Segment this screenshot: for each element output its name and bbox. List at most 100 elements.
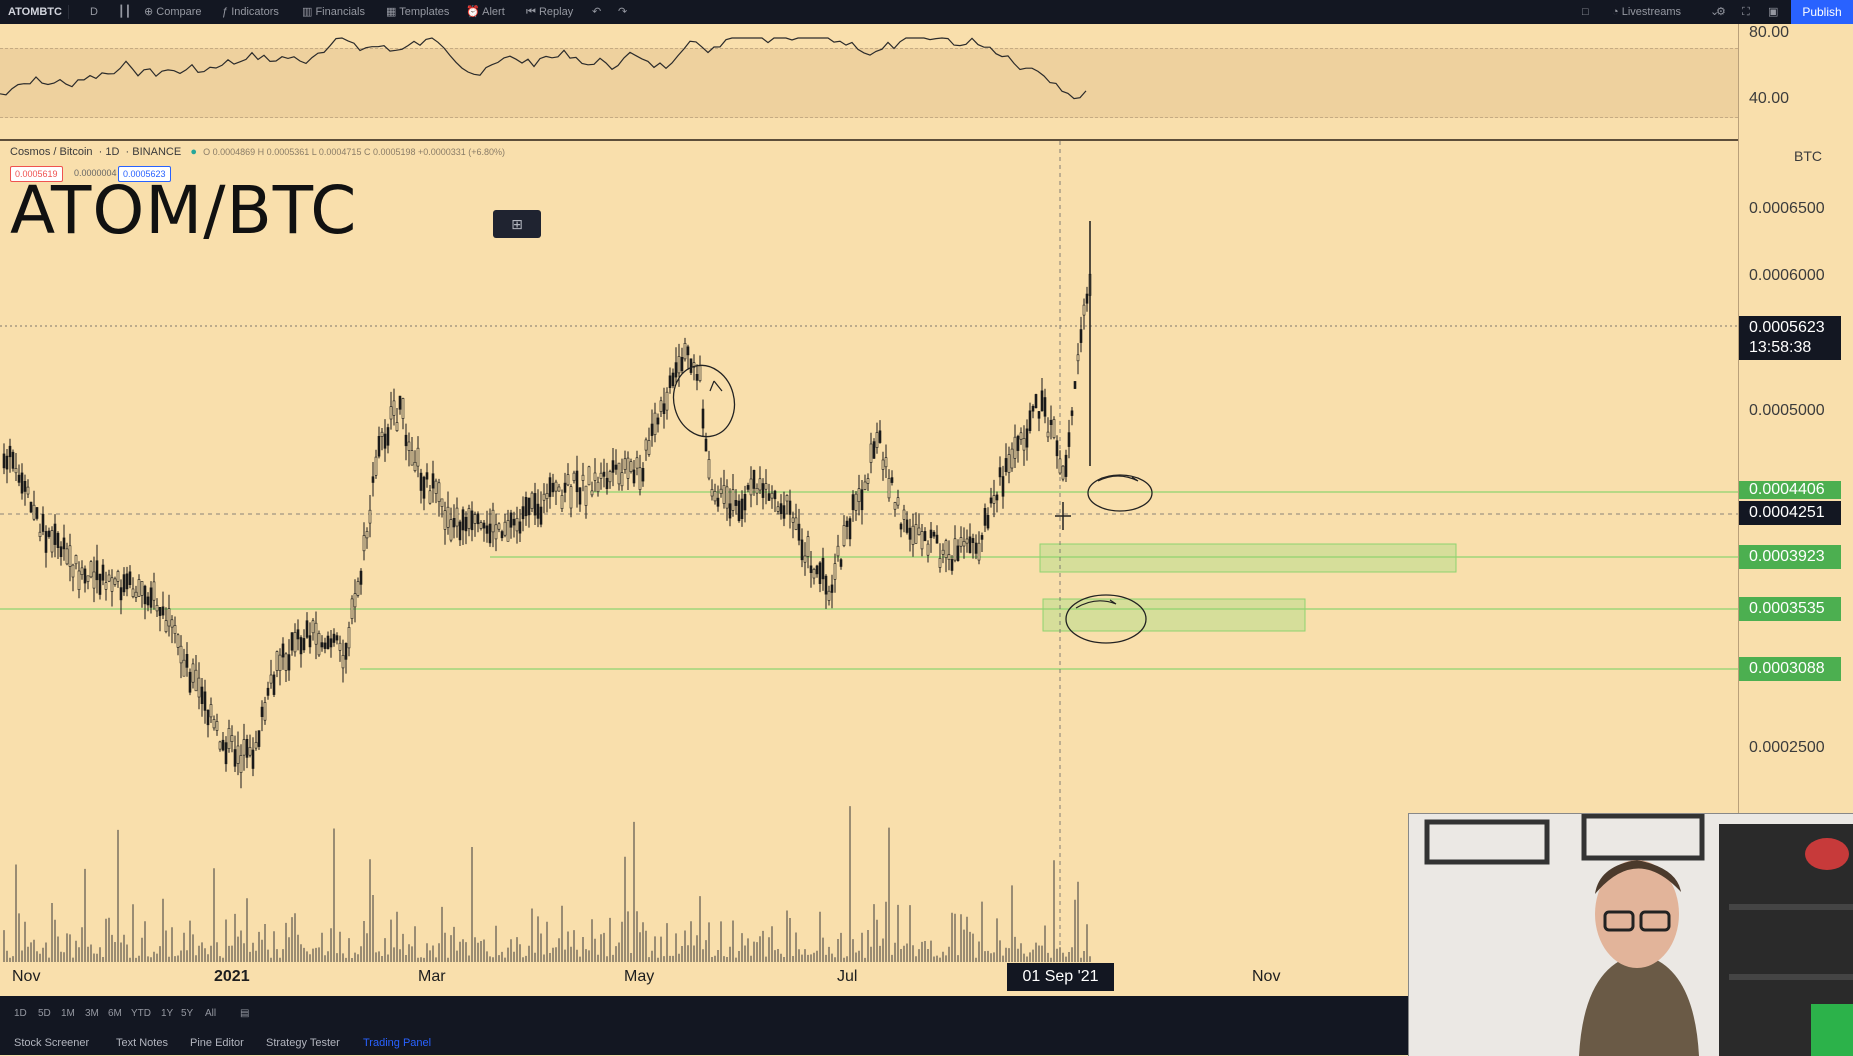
tab-stock-screener[interactable]: Stock Screener (14, 1037, 90, 1049)
rsi-line (0, 37, 1087, 100)
candle-body (2, 453, 6, 469)
candle-body (326, 635, 330, 650)
floating-drawing-toolbar[interactable]: ⊞ (493, 210, 541, 238)
candle-body (20, 472, 24, 494)
drawn-arrow-1 (709, 380, 723, 392)
candle-body (791, 517, 795, 523)
drawn-circle-sep-low (1065, 594, 1147, 644)
candle-body (281, 643, 285, 658)
candle-body (266, 687, 270, 696)
undo-icon[interactable]: ↶ (592, 6, 602, 18)
candle-body (17, 474, 21, 483)
range-1m[interactable]: 1M (61, 1008, 75, 1019)
settings-icon[interactable]: ⚙ (1716, 6, 1726, 18)
candle-body (704, 438, 708, 452)
time-axis[interactable]: Nov 2021 Mar May Jul Nov (0, 962, 1408, 996)
candle-body (467, 508, 471, 529)
candle-body (575, 470, 579, 493)
livestreams-button[interactable]: ◔ Livestreams (1612, 6, 1681, 18)
candle-body (395, 422, 399, 431)
candle-body (170, 619, 174, 628)
tab-pine-editor[interactable]: Pine Editor (190, 1037, 244, 1049)
candle-body (665, 391, 669, 411)
candle-body (359, 570, 363, 585)
candle-style-icon[interactable]: ┃┃ (118, 6, 132, 18)
candle-body (482, 522, 486, 529)
candle-body (365, 531, 369, 539)
candle-body (194, 669, 198, 692)
candle-body (977, 542, 981, 561)
candle-body (623, 458, 627, 470)
candle-body (410, 450, 414, 466)
candle-body (740, 498, 744, 520)
candle-body (638, 467, 642, 490)
price-chart[interactable] (0, 141, 1738, 984)
indicators-button[interactable]: ƒ Indicators (222, 6, 279, 18)
fullscreen-icon[interactable]: ⛶ (1742, 6, 1750, 18)
drawn-arrow-2 (1097, 475, 1139, 482)
candle-body (425, 472, 429, 480)
range-6m[interactable]: 6M (108, 1008, 122, 1019)
candle-body (290, 632, 294, 651)
range-ytd[interactable]: YTD (131, 1008, 151, 1019)
candle-body (416, 447, 420, 467)
candle-body (116, 571, 120, 582)
alert-button[interactable]: ⏰ Alert (466, 6, 505, 18)
tab-trading-panel[interactable]: Trading Panel (363, 1037, 432, 1049)
layout-icon[interactable]: □ (1582, 6, 1589, 18)
candle-body (386, 427, 390, 446)
candle-body (845, 520, 849, 527)
candle-body (1025, 428, 1029, 448)
chevron-down-icon[interactable]: ⌄ (1710, 6, 1720, 18)
tab-text-notes[interactable]: Text Notes (116, 1037, 168, 1049)
replay-button[interactable]: ⏮ Replay (526, 6, 574, 18)
publish-button[interactable]: Publish (1791, 0, 1853, 24)
buy-price-pill[interactable]: 0.0005623 (118, 166, 171, 182)
tab-strategy-tester[interactable]: Strategy Tester (266, 1037, 340, 1049)
templates-button[interactable]: ▦ Templates (386, 6, 450, 18)
range-5y[interactable]: 5Y (181, 1008, 194, 1019)
range-3m[interactable]: 3M (85, 1008, 99, 1019)
candle-body (71, 564, 75, 578)
candle-body (875, 432, 879, 448)
financials-icon: ▥ (302, 6, 316, 18)
range-1d[interactable]: 1D (14, 1008, 27, 1019)
candle-body (725, 486, 729, 509)
candle-body (788, 500, 792, 515)
candle-body (413, 461, 417, 471)
candle-body (113, 578, 117, 585)
candle-body (227, 727, 231, 749)
candle-body (1028, 410, 1032, 431)
candle-body (548, 477, 552, 497)
candle-body (614, 464, 618, 470)
candle-body (1082, 304, 1086, 316)
camera-icon[interactable]: ▣ (1768, 6, 1779, 18)
goto-date-icon[interactable]: ▤ (240, 1008, 250, 1019)
candle-body (605, 477, 609, 490)
financials-button[interactable]: ▥ Financials (302, 6, 365, 18)
compare-button[interactable]: ⊕ Compare (144, 6, 202, 18)
candle-body (1037, 411, 1041, 419)
candle-body (710, 489, 714, 497)
pane-divider[interactable] (0, 139, 1738, 141)
candle-body (125, 573, 129, 590)
candle-body (302, 638, 306, 651)
candle-body (257, 730, 261, 747)
legend-interval: 1D (105, 146, 120, 158)
symbol-search[interactable]: ATOMBTC (8, 6, 62, 18)
candle-body (182, 659, 186, 677)
sell-price-pill[interactable]: 0.0005619 (10, 166, 63, 182)
candle-body (1016, 435, 1020, 451)
range-1y[interactable]: 1Y (161, 1008, 174, 1019)
range-5d[interactable]: 5D (38, 1008, 51, 1019)
level-badge-2: 0.0003535 (1739, 597, 1841, 621)
candle-body (551, 482, 555, 493)
candle-body (536, 503, 540, 519)
interval-button[interactable]: D (90, 6, 98, 18)
redo-icon[interactable]: ↷ (618, 6, 628, 18)
candle-body (773, 490, 777, 500)
candle-body (23, 480, 27, 492)
symbol-name[interactable]: Cosmos / Bitcoin (10, 146, 93, 158)
time-label-nov-2: Nov (1252, 968, 1281, 985)
range-all[interactable]: All (205, 1008, 217, 1019)
